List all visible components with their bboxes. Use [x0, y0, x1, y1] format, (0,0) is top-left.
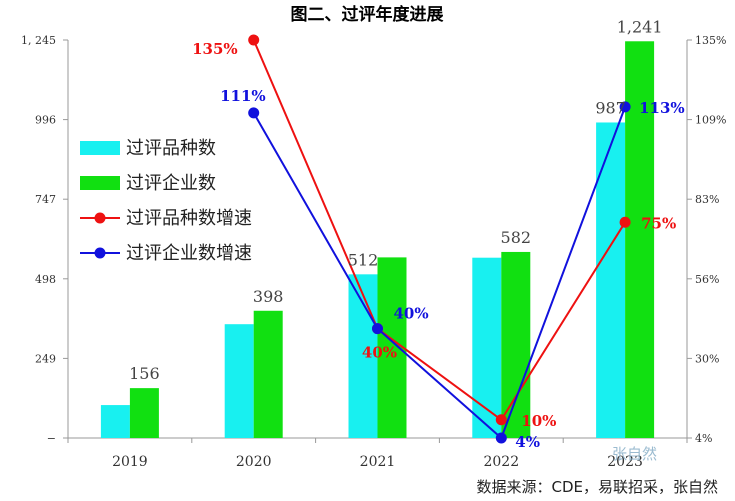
series-point — [619, 101, 631, 113]
series-point — [619, 216, 631, 228]
series-line — [252, 106, 627, 440]
bar-value-label: 987 — [595, 98, 626, 117]
bar-value-label: 398 — [253, 287, 284, 306]
legend-entry: 过评品种数 — [126, 138, 216, 159]
chart-title: 图二、过评年度进展 — [291, 4, 444, 25]
y-left-tick-label: 249 — [35, 352, 56, 365]
y-right-tick-label: 135% — [695, 34, 726, 47]
y-left-tick-label: − — [47, 432, 56, 445]
series-point — [372, 323, 383, 335]
y-right-tick-label: 4% — [695, 432, 712, 445]
series-point — [248, 34, 260, 46]
y-right-tick-label: 56% — [695, 273, 719, 286]
x-tick-label: 2023 — [607, 454, 643, 470]
line-value-label: 135% — [192, 40, 238, 58]
series-point — [495, 414, 507, 426]
y-right-tick-label: 30% — [695, 352, 719, 365]
legend-entry: 过评品种数增速 — [126, 208, 252, 229]
bar — [224, 324, 254, 438]
bar — [253, 310, 283, 438]
line-value-label: 75% — [641, 214, 676, 232]
x-tick-label: 2019 — [112, 454, 148, 470]
x-tick-label: 2022 — [483, 454, 519, 470]
series-line — [252, 39, 626, 422]
y-left-tick-label: 747 — [35, 193, 56, 206]
y-left-tick-label: 498 — [35, 273, 56, 286]
bar — [377, 257, 407, 438]
line-value-label: 111% — [220, 87, 266, 105]
bar — [129, 388, 159, 438]
y-left-tick-label: 996 — [35, 114, 56, 127]
bar — [472, 257, 502, 438]
x-tick-label: 2020 — [236, 454, 272, 470]
y-left-tick-label: 1, 245 — [21, 34, 56, 47]
bar-value-label: 1,241 — [617, 17, 663, 36]
axes: − 249 498 747 996 1, 245 4% 30% 56% 83% 109% 135% 20… — [21, 34, 726, 470]
legend-swatch-marker — [94, 247, 106, 259]
legend-swatch — [80, 176, 120, 190]
y-right-tick-label: 109% — [695, 114, 726, 127]
lines — [248, 34, 631, 444]
series-point — [495, 432, 507, 444]
bar — [100, 405, 130, 438]
line-value-label: 4% — [515, 433, 540, 451]
watermark: 张自然 — [612, 445, 657, 463]
y-right-tick-label: 83% — [695, 193, 719, 206]
legend-entry: 过评企业数 — [126, 173, 216, 194]
data-labels: 512 987 156 398 582 1,241 135% 40% 10% 75% 111% 40%… — [129, 17, 685, 451]
bar — [501, 251, 531, 438]
line-value-label: 40% — [362, 344, 397, 362]
legend-swatch-marker — [94, 212, 106, 224]
bars — [100, 41, 655, 438]
legend-swatch — [80, 141, 120, 155]
bar-value-label: 582 — [501, 228, 532, 247]
line-value-label: 40% — [394, 305, 429, 323]
line-value-label: 10% — [521, 412, 556, 430]
legend-entry: 过评企业数增速 — [126, 243, 252, 264]
bar-value-label: 156 — [129, 364, 160, 383]
bar — [596, 122, 626, 438]
x-tick-label: 2021 — [360, 454, 396, 470]
source-note: 数据来源：CDE，易联招采，张自然 — [476, 478, 718, 496]
series-point — [248, 107, 260, 119]
line-value-label: 113% — [639, 99, 685, 117]
bar-value-label: 512 — [348, 250, 379, 269]
